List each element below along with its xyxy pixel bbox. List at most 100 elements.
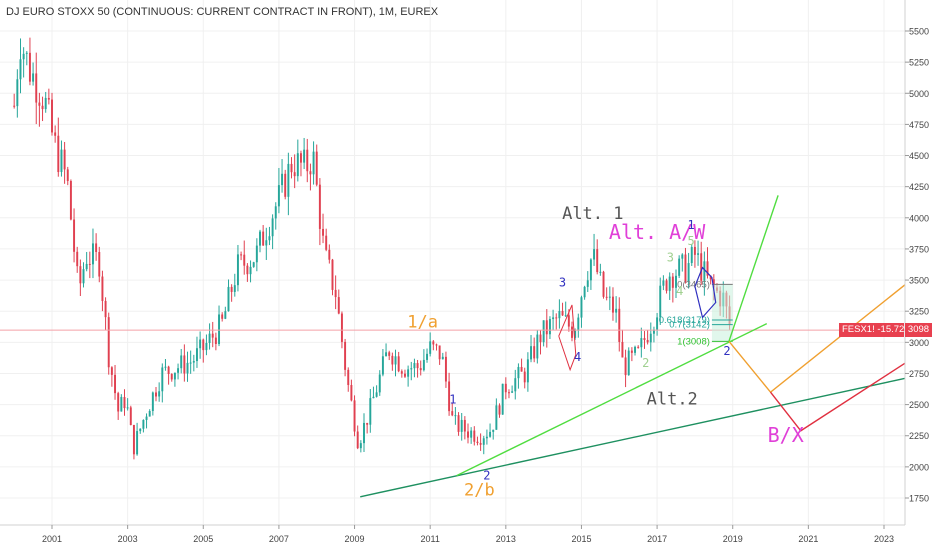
candle-body [520,366,523,372]
candle [126,398,129,411]
price-axis[interactable]: 1750 2000 2250 2500 2750 3000 3250 3500 3750 4000… [904,0,932,550]
candle [577,313,580,338]
price-tick-label: 3500 [909,276,929,286]
candle-body [243,254,246,266]
candle [306,138,309,183]
candle-body [110,367,113,375]
candle [202,338,205,363]
time-axis[interactable]: 2001 2003 2005 2007 2009 2011 2013 2015 2017 2019… [0,524,905,544]
candle-body [659,285,662,318]
candle [281,159,284,193]
candle-body [180,355,183,369]
candle-body [233,285,236,292]
candle-body [492,429,495,432]
candle [54,125,57,143]
candle [151,391,154,416]
candle [460,412,463,441]
candle [482,435,485,455]
candle-body [419,368,422,371]
candle [381,349,384,377]
candle-body [177,368,180,373]
candle [284,169,287,200]
candle [668,272,671,300]
wave-label: 3 [559,275,566,289]
candle [403,369,406,378]
candle [136,422,139,456]
candle-body [252,262,255,267]
candle-body [47,97,50,100]
candle-body [400,371,403,374]
candle [385,343,388,357]
candle-body [202,339,205,351]
candle [495,398,498,430]
candle-body [407,369,410,377]
candle [520,358,523,372]
candle [372,386,375,399]
candle-body [542,320,545,343]
candle [66,166,69,186]
candle [32,62,35,86]
candle [25,51,28,66]
candle-body [611,296,614,313]
price-tick-label: 1750 [909,494,929,504]
candle-body [618,308,621,342]
candle [419,360,422,376]
candle-body [101,276,104,301]
candle-body [359,443,362,449]
candle [227,279,230,312]
candle [492,429,495,440]
candle [400,369,403,378]
candle-body [703,261,706,281]
time-tick-label: 2009 [345,534,365,544]
candle [22,47,25,78]
candle-body [66,169,69,182]
candle [580,295,583,328]
candle [205,334,208,356]
candle-body [375,392,378,397]
candle-body [385,352,388,357]
candle-body [290,163,293,173]
wave-label: 1/a [407,312,438,332]
candle-body [589,259,592,281]
candle [262,225,265,246]
candle-body [142,419,145,429]
candle-body [678,258,681,276]
time-tick-label: 2023 [874,534,894,544]
candle-body [615,308,618,313]
candle-body [441,356,444,360]
candle-body [507,392,510,394]
candle-body [221,314,224,319]
fib-zone [711,284,733,342]
candle-body [325,235,328,250]
candle-body [186,362,189,374]
candle-body [173,372,176,380]
candle-body [117,393,120,412]
candle [583,285,586,300]
wave-label: 4 [676,284,683,298]
candle [432,340,435,351]
candle-body [73,219,76,252]
candle [312,141,315,185]
wave-label: 3 [667,250,674,264]
candle [545,309,548,348]
candle [675,269,677,299]
candle-body [54,132,57,136]
price-tick-label: 2250 [909,431,929,441]
candle-body [498,405,501,415]
candle-body [675,275,677,288]
price-candles [13,37,731,460]
candle [28,37,31,86]
candle [145,413,148,429]
candle-body [240,254,243,256]
candle [637,345,640,349]
candle [249,260,252,283]
candle [684,247,687,284]
candle-body [457,415,460,432]
candle [233,273,236,297]
candle [98,246,101,283]
candle-body [495,405,498,430]
candle [107,312,110,375]
trendline-green-support [456,323,768,477]
candle-body [88,263,91,265]
